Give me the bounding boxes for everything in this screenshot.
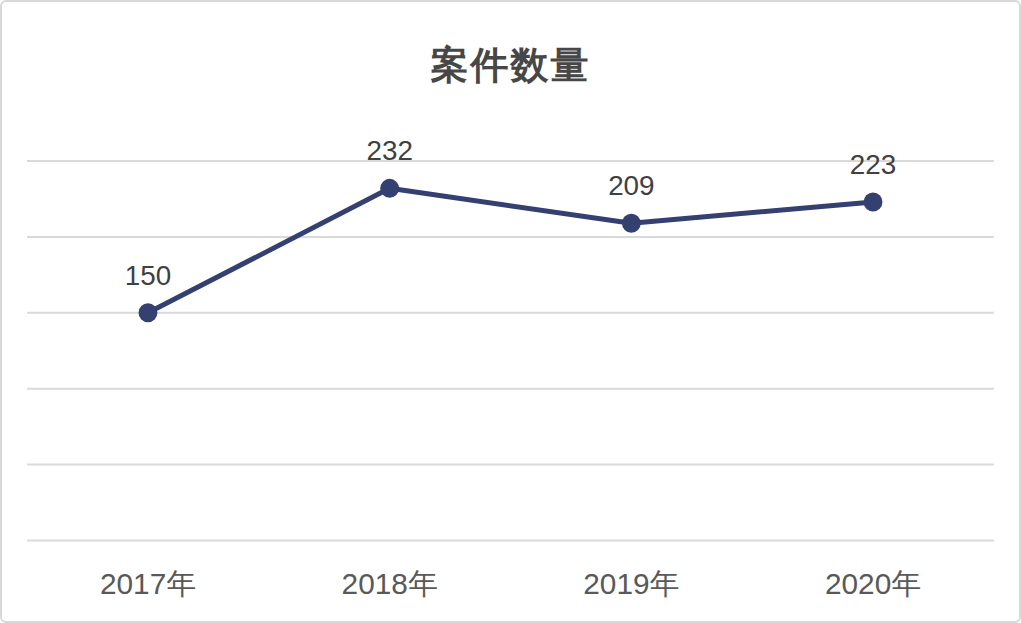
data-label: 150 [125,260,171,291]
data-point-marker [139,303,158,322]
x-axis-label: 2018年 [342,567,438,600]
x-axis-label: 2020年 [825,567,921,600]
line-chart: 150 232 209 223 2017年 2018年 2019年 2020年 [2,2,1019,621]
chart-card: 案件数量 1502322092232017年2018年2019年2020年 [0,0,1021,623]
series-line [148,188,873,312]
data-point-marker [622,214,641,233]
data-point-marker [864,193,883,212]
x-axis-label: 2017年 [100,567,196,600]
data-label: 223 [850,149,896,180]
data-label: 232 [366,135,412,166]
x-axis-label: 2019年 [583,567,679,600]
data-point-marker [380,179,399,198]
data-label: 209 [608,170,654,201]
